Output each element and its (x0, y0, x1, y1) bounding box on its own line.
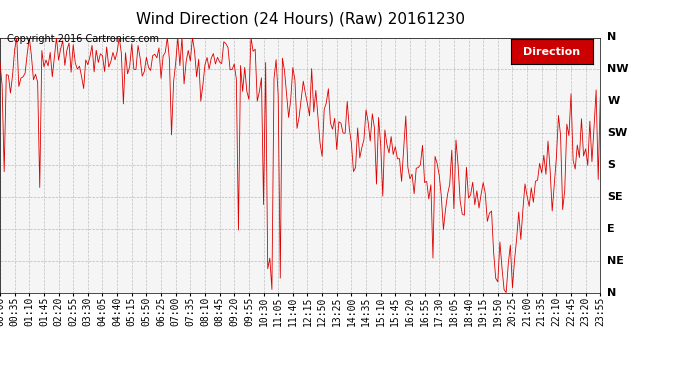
Text: NE: NE (607, 256, 624, 266)
Text: NW: NW (607, 64, 629, 74)
Text: Direction: Direction (524, 46, 580, 57)
Text: N: N (607, 33, 616, 42)
Text: N: N (607, 288, 616, 297)
Text: Wind Direction (24 Hours) (Raw) 20161230: Wind Direction (24 Hours) (Raw) 20161230 (136, 11, 464, 26)
Text: E: E (607, 224, 615, 234)
Text: Copyright 2016 Cartronics.com: Copyright 2016 Cartronics.com (7, 34, 159, 44)
Text: S: S (607, 160, 615, 170)
Text: W: W (607, 96, 620, 106)
Text: SW: SW (607, 128, 627, 138)
Text: SE: SE (607, 192, 623, 202)
